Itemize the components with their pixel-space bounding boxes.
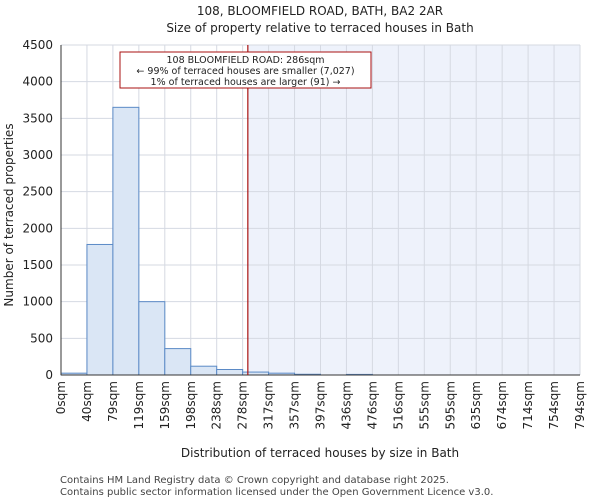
bar (86, 243, 114, 376)
plot-area: 0 500 1000 1500 2000 2500 3000 3500 4000 4500 0sqm… (22, 38, 587, 429)
x-tick-label: 40sqm (80, 381, 94, 422)
bar (112, 106, 140, 376)
x-tick-label: 278sqm (236, 381, 250, 429)
x-tick-label: 198sqm (184, 381, 198, 429)
x-tick-label: 674sqm (495, 381, 509, 429)
x-tick-label: 595sqm (443, 381, 457, 429)
x-tick-label: 0sqm (54, 381, 68, 414)
x-tick-label: 754sqm (547, 381, 561, 429)
chart-title: 108, BLOOMFIELD ROAD, BATH, BA2 2AR (197, 4, 443, 18)
x-tick-label: 476sqm (365, 381, 379, 429)
bar (190, 365, 218, 376)
annotation-box (119, 51, 372, 89)
x-tick-label: 794sqm (573, 381, 587, 429)
annotation-line: 1% of terraced houses are larger (91) → (151, 77, 341, 88)
footer-line-2: Contains public sector information licen… (60, 487, 493, 498)
chart-subtitle: Size of property relative to terraced ho… (166, 21, 473, 35)
annotation-line: ← 99% of terraced houses are smaller (7,… (136, 66, 354, 77)
x-tick-label: 436sqm (339, 381, 353, 429)
x-tick-label: 357sqm (288, 381, 302, 429)
y-axis-label: Number of terraced properties (2, 123, 16, 306)
y-tick-label: 1500 (22, 258, 53, 272)
bar (216, 369, 244, 376)
highlight-region (247, 45, 580, 375)
footer-line-1: Contains HM Land Registry data © Crown c… (60, 475, 449, 486)
x-tick-label: 555sqm (417, 381, 431, 429)
y-tick-label: 4500 (22, 38, 53, 52)
x-tick-label: 238sqm (210, 381, 224, 429)
x-tick-label: 635sqm (469, 381, 483, 429)
y-tick-label: 3500 (22, 111, 53, 125)
x-tick-label: 119sqm (132, 381, 146, 429)
y-tick-label: 3000 (22, 148, 53, 162)
y-tick-label: 2000 (22, 221, 53, 235)
x-tick-label: 714sqm (521, 381, 535, 429)
y-tick-label: 1000 (22, 295, 53, 309)
y-tick-label: 0 (45, 368, 53, 382)
y-tick-label: 500 (30, 331, 53, 345)
x-tick-label: 159sqm (158, 381, 172, 429)
x-tick-label: 516sqm (391, 381, 405, 429)
bar (138, 301, 166, 376)
x-tick-label: 397sqm (314, 381, 328, 429)
y-tick-label: 2500 (22, 185, 53, 199)
x-axis-label: Distribution of terraced houses by size … (181, 446, 459, 460)
x-tick-label: 317sqm (262, 381, 276, 429)
y-tick-label: 4000 (22, 75, 53, 89)
annotation-line: 108 BLOOMFIELD ROAD: 286sqm (167, 55, 325, 66)
bar (164, 348, 192, 376)
x-tick-label: 79sqm (106, 381, 120, 422)
